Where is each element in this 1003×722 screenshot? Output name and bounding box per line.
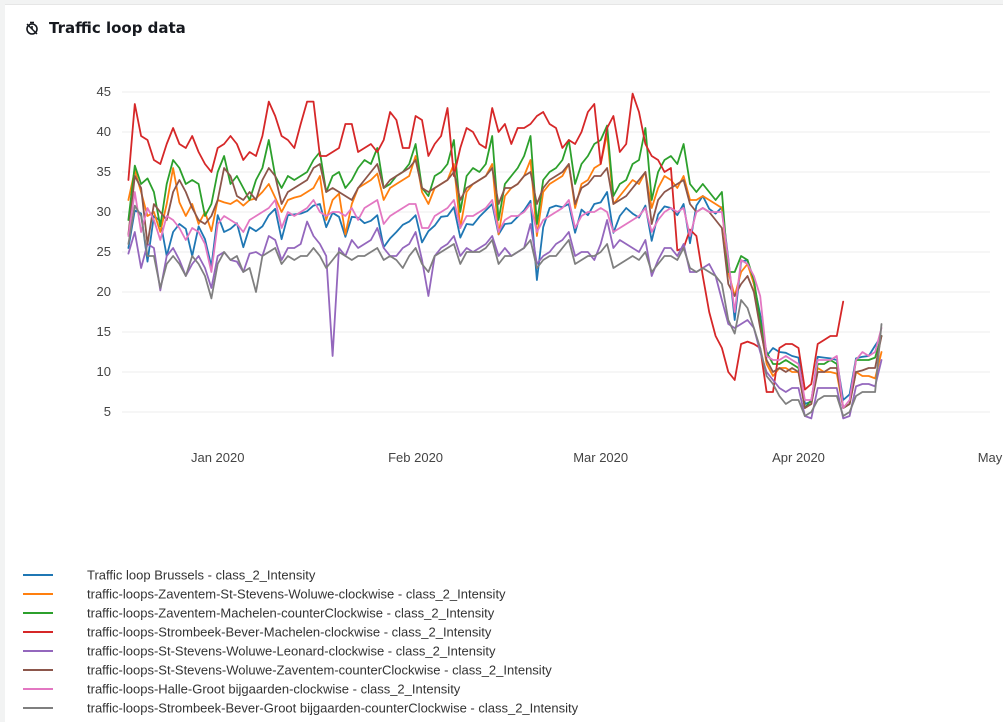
x-tick-label: Jan 2020: [191, 450, 245, 465]
y-tick-label: 5: [104, 404, 111, 419]
x-tick-label: May: [978, 450, 1003, 465]
series-line-5: [127, 219, 883, 420]
x-tick-label: Feb 2020: [388, 450, 443, 465]
y-tick-label: 45: [97, 84, 111, 99]
legend-label: traffic-loops-Strombeek-Bever-Machelen-c…: [87, 625, 492, 640]
y-tick-label: 30: [97, 204, 111, 219]
legend-label: traffic-loops-Zaventem-Machelen-counterC…: [87, 606, 495, 621]
y-tick-label: 20: [97, 284, 111, 299]
series-line-6: [127, 159, 883, 409]
series-line-8: [127, 204, 883, 417]
legend-label: Traffic loop Brussels - class_2_Intensit…: [87, 568, 316, 583]
x-tick-label: Apr 2020: [772, 450, 825, 465]
legend-label: traffic-loops-Strombeek-Bever-Groot bijg…: [87, 701, 579, 716]
series-line-4: [127, 92, 845, 393]
legend-label: traffic-loops-Zaventem-St-Stevens-Woluwe…: [87, 587, 506, 602]
y-tick-label: 10: [97, 364, 111, 379]
panel-header: Traffic loop data: [25, 17, 186, 39]
stopwatch-icon: [25, 21, 39, 35]
y-tick-label: 35: [97, 164, 111, 179]
legend-label: traffic-loops-St-Stevens-Woluwe-Leonard-…: [87, 644, 496, 659]
series-line-7: [127, 191, 883, 409]
legend-label: traffic-loops-St-Stevens-Woluwe-Zaventem…: [87, 663, 552, 678]
series-line-2: [127, 132, 883, 409]
series-line-3: [127, 124, 883, 409]
y-tick-label: 25: [97, 244, 111, 259]
legend-label: traffic-loops-Halle-Groot bijgaarden-clo…: [87, 682, 461, 697]
panel-title: Traffic loop data: [49, 19, 186, 37]
y-tick-label: 40: [97, 124, 111, 139]
x-tick-label: Mar 2020: [573, 450, 628, 465]
y-tick-label: 15: [97, 324, 111, 339]
